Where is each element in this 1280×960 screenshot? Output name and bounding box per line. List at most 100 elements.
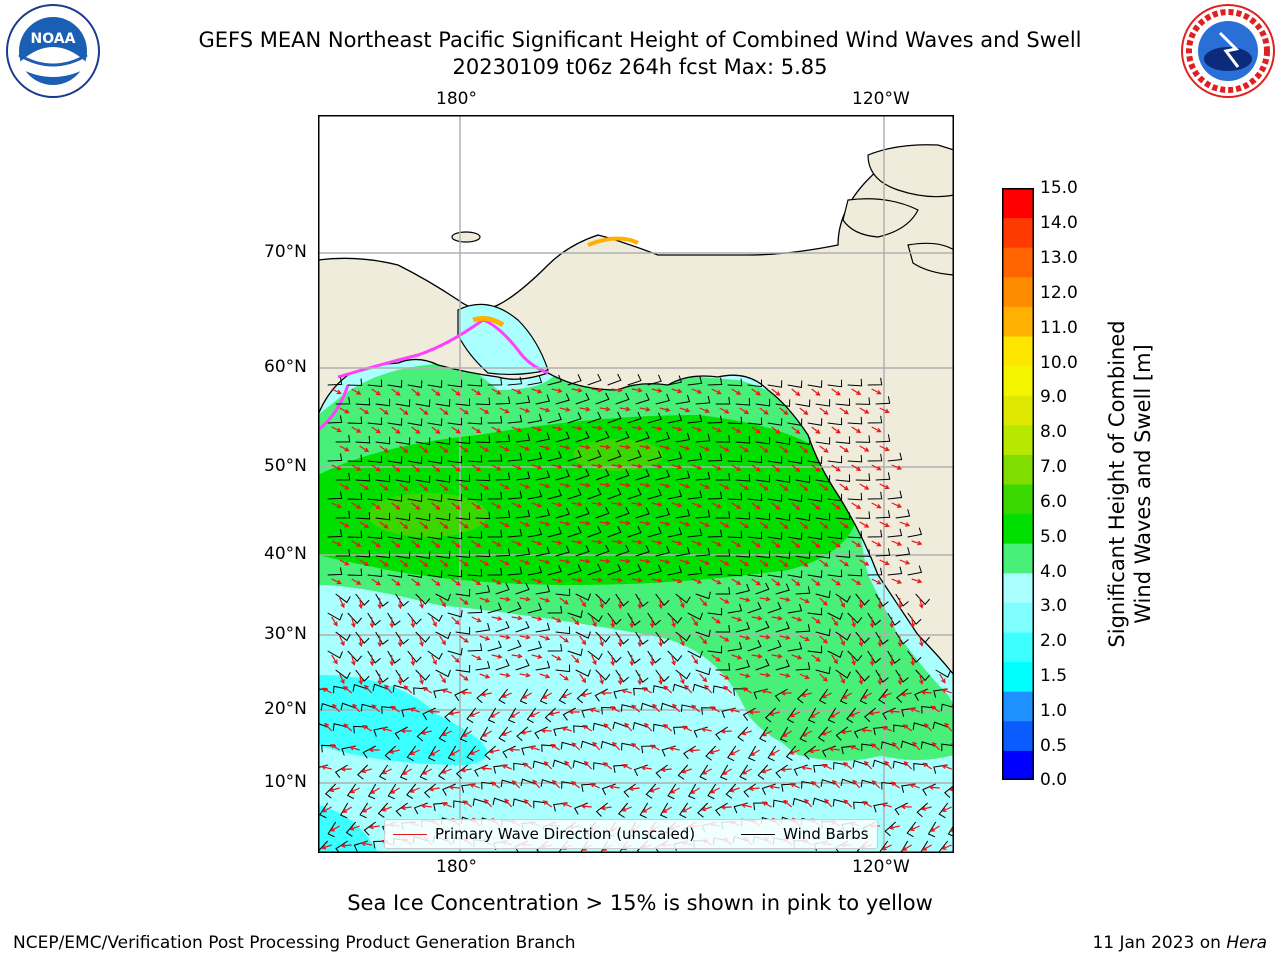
wave-direction-arrow: [759, 672, 771, 678]
wave-direction-arrow: [419, 673, 424, 685]
wave-direction-arrow: [561, 726, 572, 732]
wave-direction-arrow: [939, 673, 946, 684]
wave-direction-arrow: [469, 783, 480, 789]
wind-barb: [427, 570, 443, 578]
wave-direction-arrow: [699, 521, 710, 527]
wind-barb: [767, 380, 783, 388]
wind-barb: [547, 488, 562, 500]
colorbar-band: [1002, 513, 1034, 544]
wave-direction-arrow: [612, 741, 621, 751]
wave-direction-arrow: [789, 782, 800, 789]
wave-direction-arrow: [941, 806, 952, 813]
wind-barb: [855, 549, 871, 557]
wave-direction-arrow: [519, 521, 531, 527]
wave-direction-arrow: [428, 709, 440, 715]
wind-barb-legend-label: Wind Barbs: [783, 825, 869, 843]
wave-direction-arrow: [791, 616, 803, 622]
wave-direction-arrow: [329, 825, 340, 832]
colorbar-tick: 2.0: [1040, 631, 1068, 651]
wind-barb: [415, 399, 431, 408]
wave-direction-arrow: [511, 540, 523, 546]
wave-direction-arrow: [371, 502, 381, 510]
wind-barb: [764, 707, 777, 723]
wave-direction-arrow: [704, 684, 713, 694]
colorbar-band: [1002, 750, 1034, 781]
wind-barb: [515, 547, 531, 557]
wind-barb: [612, 721, 628, 730]
wind-barb: [615, 430, 630, 443]
wave-direction-arrow: [391, 426, 401, 434]
wind-barb: [847, 492, 863, 501]
wave-direction-arrow: [711, 578, 722, 585]
wind-barb: [487, 453, 503, 462]
wind-barb: [447, 609, 463, 618]
wave-direction-arrow: [649, 654, 655, 667]
wind-barb: [707, 529, 723, 538]
wind-barb: [747, 417, 763, 426]
wind-barb: [527, 602, 542, 614]
wave-direction-arrow: [900, 804, 912, 810]
wind-barb: [775, 437, 791, 445]
wave-direction-arrow: [411, 426, 421, 435]
wave-direction-arrow: [439, 445, 449, 453]
wave-direction-arrow: [564, 760, 573, 770]
wind-barb: [407, 612, 422, 625]
wave-direction-arrow: [637, 673, 643, 686]
wind-barb: [835, 398, 851, 406]
wave-direction-arrow: [351, 464, 362, 471]
wind-barb: [683, 745, 696, 760]
wind-barb: [335, 593, 351, 604]
wind-barb: [652, 685, 668, 693]
wave-direction-arrow: [902, 844, 912, 851]
wave-direction-arrow: [321, 806, 332, 813]
wind-barb: [767, 745, 777, 762]
wave-direction-arrow: [860, 727, 872, 733]
wind-barb: [675, 669, 691, 680]
wave-direction-arrow: [471, 616, 482, 623]
wind-barb: [840, 778, 856, 787]
wave-direction-arrow: [559, 445, 571, 450]
wave-direction-arrow: [589, 782, 600, 789]
vector-field: [318, 373, 954, 853]
wave-direction-arrow: [611, 387, 623, 393]
wind-barb: [576, 688, 589, 704]
wind-barb: [775, 659, 790, 671]
wave-direction-arrow: [448, 710, 460, 716]
wave-direction-arrow: [877, 597, 883, 610]
wave-direction-arrow: [431, 502, 441, 510]
wave-direction-arrow: [371, 426, 381, 434]
wave-direction-arrow: [551, 654, 562, 661]
wave-direction-arrow: [863, 760, 873, 770]
wind-barb: [895, 669, 909, 683]
wave-direction-arrow: [719, 559, 730, 566]
wave-direction-arrow: [899, 521, 911, 527]
wind-barb: [567, 526, 582, 538]
wave-direction-arrow: [639, 444, 651, 450]
wave-direction-arrow: [364, 684, 373, 694]
wave-direction-arrow: [644, 722, 653, 732]
wave-direction-arrow: [929, 825, 940, 832]
wind-barb: [859, 688, 869, 705]
wave-direction-arrow: [751, 578, 761, 586]
wave-direction-arrow: [479, 521, 490, 528]
wave-direction-arrow: [690, 787, 700, 794]
wave-direction-arrow: [349, 825, 360, 831]
wind-barb: [675, 470, 691, 481]
wave-direction-arrow: [719, 521, 730, 528]
wave-direction-arrow: [843, 799, 853, 808]
wind-barb: [607, 650, 622, 663]
wave-direction-arrow: [839, 673, 845, 685]
wave-direction-arrow: [499, 559, 510, 566]
wind-barb: [695, 547, 711, 557]
wave-direction-arrow: [371, 540, 381, 548]
wave-direction-arrow: [782, 730, 792, 737]
wind-barb: [595, 669, 611, 681]
wind-barb: [335, 669, 351, 680]
wind-barb: [324, 783, 337, 799]
wind-barb: [427, 456, 443, 464]
wind-barb: [416, 726, 429, 742]
wind-barb: [695, 395, 711, 405]
wind-barb: [547, 643, 563, 652]
wave-direction-arrow: [909, 783, 920, 789]
wave-direction-arrow: [831, 502, 841, 510]
